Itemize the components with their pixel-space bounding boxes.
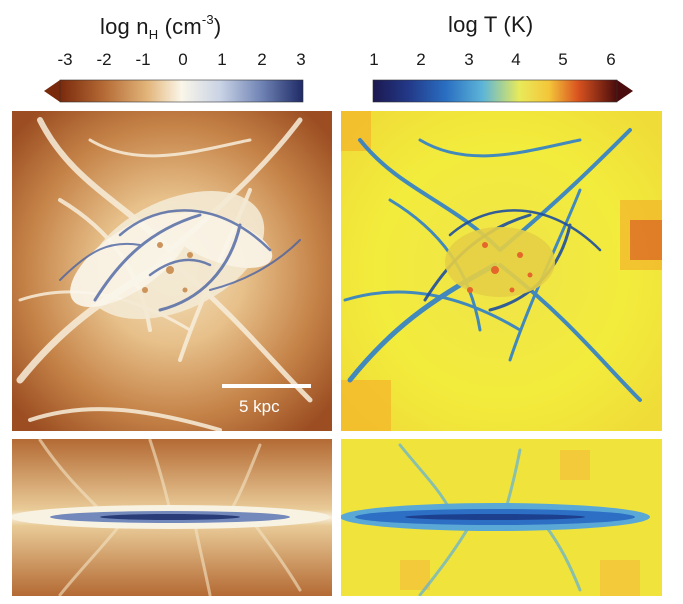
density-tick-label: -3 — [57, 50, 73, 69]
density-tick-label: 0 — [178, 50, 188, 69]
temperature-tick-label: 6 — [606, 50, 616, 69]
density-tick-label: -1 — [135, 50, 151, 69]
temperature-face-on-panel — [341, 111, 662, 431]
temperature-colorbar-high-arrow — [617, 80, 633, 102]
temperature-tick-label: 2 — [416, 50, 426, 69]
density-tick-label: 1 — [217, 50, 227, 69]
temperature-tick-label: 5 — [558, 50, 568, 69]
temperature-tick-label: 1 — [369, 50, 379, 69]
temperature-edge-on-panel — [341, 439, 662, 596]
density-colorbar-ramp — [60, 80, 303, 102]
scale-bar-label: 5 kpc — [239, 397, 280, 416]
density-tick-label: 3 — [296, 50, 306, 69]
temperature-tick-label: 4 — [511, 50, 521, 69]
temperature-colorbar-title: log T (K) — [448, 12, 534, 37]
density-face-on-panel — [12, 111, 332, 431]
density-edge-on-panel — [12, 439, 332, 596]
density-colorbar-title: log nH (cm-3) — [100, 12, 222, 42]
temperature-colorbar — [372, 79, 633, 103]
temperature-colorbar-ramp — [373, 80, 617, 102]
temperature-tick-label: 3 — [464, 50, 474, 69]
density-colorbar-low-arrow — [44, 80, 60, 102]
density-tick-label: -2 — [96, 50, 112, 69]
density-tick-label: 2 — [257, 50, 267, 69]
density-colorbar — [44, 79, 304, 103]
